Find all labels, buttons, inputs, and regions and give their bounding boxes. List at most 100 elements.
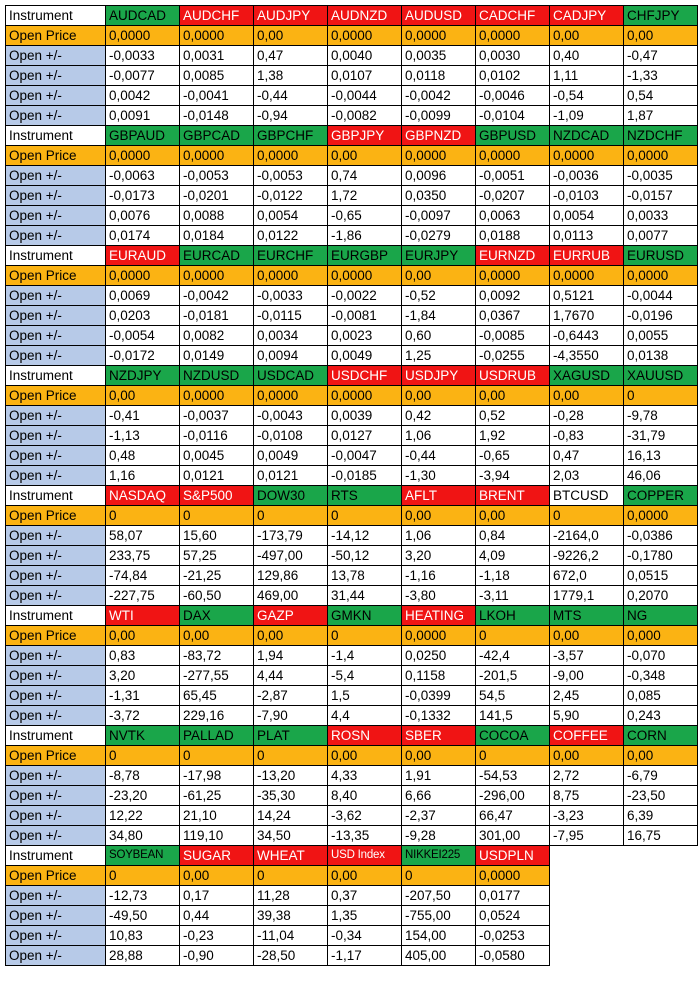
open-price-cell: 0,0000 <box>179 145 254 166</box>
open-price-cell: 0 <box>327 505 402 526</box>
instrument-name-cell: S&P500 <box>179 485 254 506</box>
change-value-cell: 0,0250 <box>401 645 476 666</box>
change-value-cell: 129,86 <box>253 565 328 586</box>
change-value-cell: -0,0196 <box>623 305 698 326</box>
change-value-cell: 0,84 <box>475 525 550 546</box>
change-value-cell: -9,28 <box>401 825 476 846</box>
change-row: Open +/- 3,20 -277,55 4,44 -5,4 0,1158 -201,5-… <box>5 665 698 686</box>
change-row-label: Open +/- <box>5 205 106 226</box>
change-value-cell: 0,0054 <box>549 205 624 226</box>
instrument-name-cell: COPPER <box>623 485 698 506</box>
change-row: Open +/- -74,84 -21,25 129,86 13,78 -1,16 -1,1… <box>5 565 698 586</box>
open-price-row: Open Price 0,00 0,0000 0,0000 0,0000 0,00 0,00… <box>5 385 698 406</box>
change-row: Open +/- 0,0203 -0,0181 -0,0115 -0,0081 -1,84… <box>5 305 698 326</box>
change-value-cell: 0,0174 <box>105 225 180 246</box>
instrument-name-cell: GBPCHF <box>253 125 328 146</box>
change-value-cell: -0,44 <box>401 445 476 466</box>
open-price-cell: 0,00 <box>327 745 402 766</box>
change-row: Open +/- -227,75 -60,50 469,00 31,44 -3,80 -3,… <box>5 585 698 606</box>
change-value-cell: -13,35 <box>327 825 402 846</box>
open-price-row: Open Price 0 0,00 0 0,00 0 0,0000 <box>5 865 698 886</box>
change-row: Open +/- 0,48 0,0045 0,0049 -0,0047 -0,44 -0,6… <box>5 445 698 466</box>
change-value-cell: -0,0104 <box>475 105 550 126</box>
instrument-name-cell: NVTK <box>105 725 180 746</box>
change-value-cell: 2,72 <box>549 765 624 786</box>
instrument-name-cell: CADCHF <box>475 5 550 26</box>
open-price-cell: 0,00 <box>327 865 402 886</box>
change-value-cell: -0,0037 <box>179 405 254 426</box>
instrument-row-label: Instrument <box>5 725 106 746</box>
change-value-cell: -1,31 <box>105 685 180 706</box>
instrument-name-cell: XAUUSD <box>623 365 698 386</box>
change-value-cell: -0,23 <box>179 925 254 946</box>
change-value-cell: 0,52 <box>475 405 550 426</box>
change-row: Open +/- -1,13 -0,0116 -0,0108 0,0127 1,06 1,9… <box>5 425 698 446</box>
instrument-name-cell: CORN <box>623 725 698 746</box>
change-value-cell: 0,0054 <box>253 205 328 226</box>
change-value-cell: -1,30 <box>401 465 476 486</box>
change-value-cell: 8,75 <box>549 785 624 806</box>
instrument-header-row: Instrument NASDAQ S&P500 DOW30 RTS AFLT BRENT B… <box>5 485 698 506</box>
change-value-cell: -0,348 <box>623 665 698 686</box>
instrument-name-cell: EURCAD <box>179 245 254 266</box>
change-value-cell: -0,1332 <box>401 705 476 726</box>
open-price-cell: 0,00 <box>105 385 180 406</box>
change-value-cell: -49,50 <box>105 905 180 926</box>
change-value-cell: -0,070 <box>623 645 698 666</box>
open-price-cell: 0,00 <box>401 265 476 286</box>
change-value-cell: 672,0 <box>549 565 624 586</box>
instrument-name-cell: NASDAQ <box>105 485 180 506</box>
instrument-name-cell: GAZP <box>253 605 328 626</box>
change-value-cell: -21,25 <box>179 565 254 586</box>
change-value-cell: -0,28 <box>549 405 624 426</box>
open-price-cell: 0,0000 <box>327 265 402 286</box>
change-value-cell: 1,87 <box>623 105 698 126</box>
change-value-cell: -7,95 <box>549 825 624 846</box>
change-row: Open +/- 58,07 15,60 -173,79 -14,12 1,06 0,84-… <box>5 525 698 546</box>
change-value-cell: 13,78 <box>327 565 402 586</box>
change-row: Open +/- -12,73 0,17 11,28 0,37 -207,50 0,0177 <box>5 885 698 906</box>
instrument-name-cell: EURNZD <box>475 245 550 266</box>
open-price-cell: 0,0000 <box>105 265 180 286</box>
change-value-cell: 1,25 <box>401 345 476 366</box>
change-row: Open +/- 0,0076 0,0088 0,0054 -0,65 -0,0097 0,… <box>5 205 698 226</box>
instrument-name-cell: XAGUSD <box>549 365 624 386</box>
change-value-cell: -201,5 <box>475 665 550 686</box>
change-value-cell: 0,0023 <box>327 325 402 346</box>
change-value-cell: -0,0097 <box>401 205 476 226</box>
change-row-label: Open +/- <box>5 645 106 666</box>
change-value-cell: -0,0279 <box>401 225 476 246</box>
instrument-name-cell: GMKN <box>327 605 402 626</box>
open-price-cell: 0,0000 <box>253 145 328 166</box>
change-row-label: Open +/- <box>5 705 106 726</box>
change-value-cell: -0,0044 <box>623 285 698 306</box>
open-price-cell: 0,0000 <box>105 145 180 166</box>
open-price-cell: 0 <box>179 745 254 766</box>
change-value-cell: -1,84 <box>401 305 476 326</box>
change-row-label: Open +/- <box>5 905 106 926</box>
change-value-cell: -0,0103 <box>549 185 624 206</box>
change-value-cell: 6,66 <box>401 785 476 806</box>
change-value-cell: 66,47 <box>475 805 550 826</box>
change-value-cell: -755,00 <box>401 905 476 926</box>
change-value-cell: 0,0055 <box>623 325 698 346</box>
change-value-cell: -1,18 <box>475 565 550 586</box>
instrument-name-cell: AUDCHF <box>179 5 254 26</box>
change-value-cell: -0,0053 <box>179 165 254 186</box>
open-price-cell: 0,00 <box>401 385 476 406</box>
instrument-name-cell: USDCAD <box>253 365 328 386</box>
empty-cell <box>549 925 624 946</box>
change-row-label: Open +/- <box>5 665 106 686</box>
change-value-cell: -0,0051 <box>475 165 550 186</box>
change-value-cell: -3,11 <box>475 585 550 606</box>
change-value-cell: -0,0042 <box>179 285 254 306</box>
change-value-cell: 0,0102 <box>475 65 550 86</box>
change-value-cell: 34,80 <box>105 825 180 846</box>
change-value-cell: -12,73 <box>105 885 180 906</box>
change-row-label: Open +/- <box>5 945 106 966</box>
change-value-cell: -0,0042 <box>401 85 476 106</box>
change-value-cell: 0,0121 <box>179 465 254 486</box>
instrument-name-cell: GBPAUD <box>105 125 180 146</box>
change-row: Open +/- -1,31 65,45 -2,87 1,5 -0,0399 54,5 2,4… <box>5 685 698 706</box>
change-row-label: Open +/- <box>5 225 106 246</box>
